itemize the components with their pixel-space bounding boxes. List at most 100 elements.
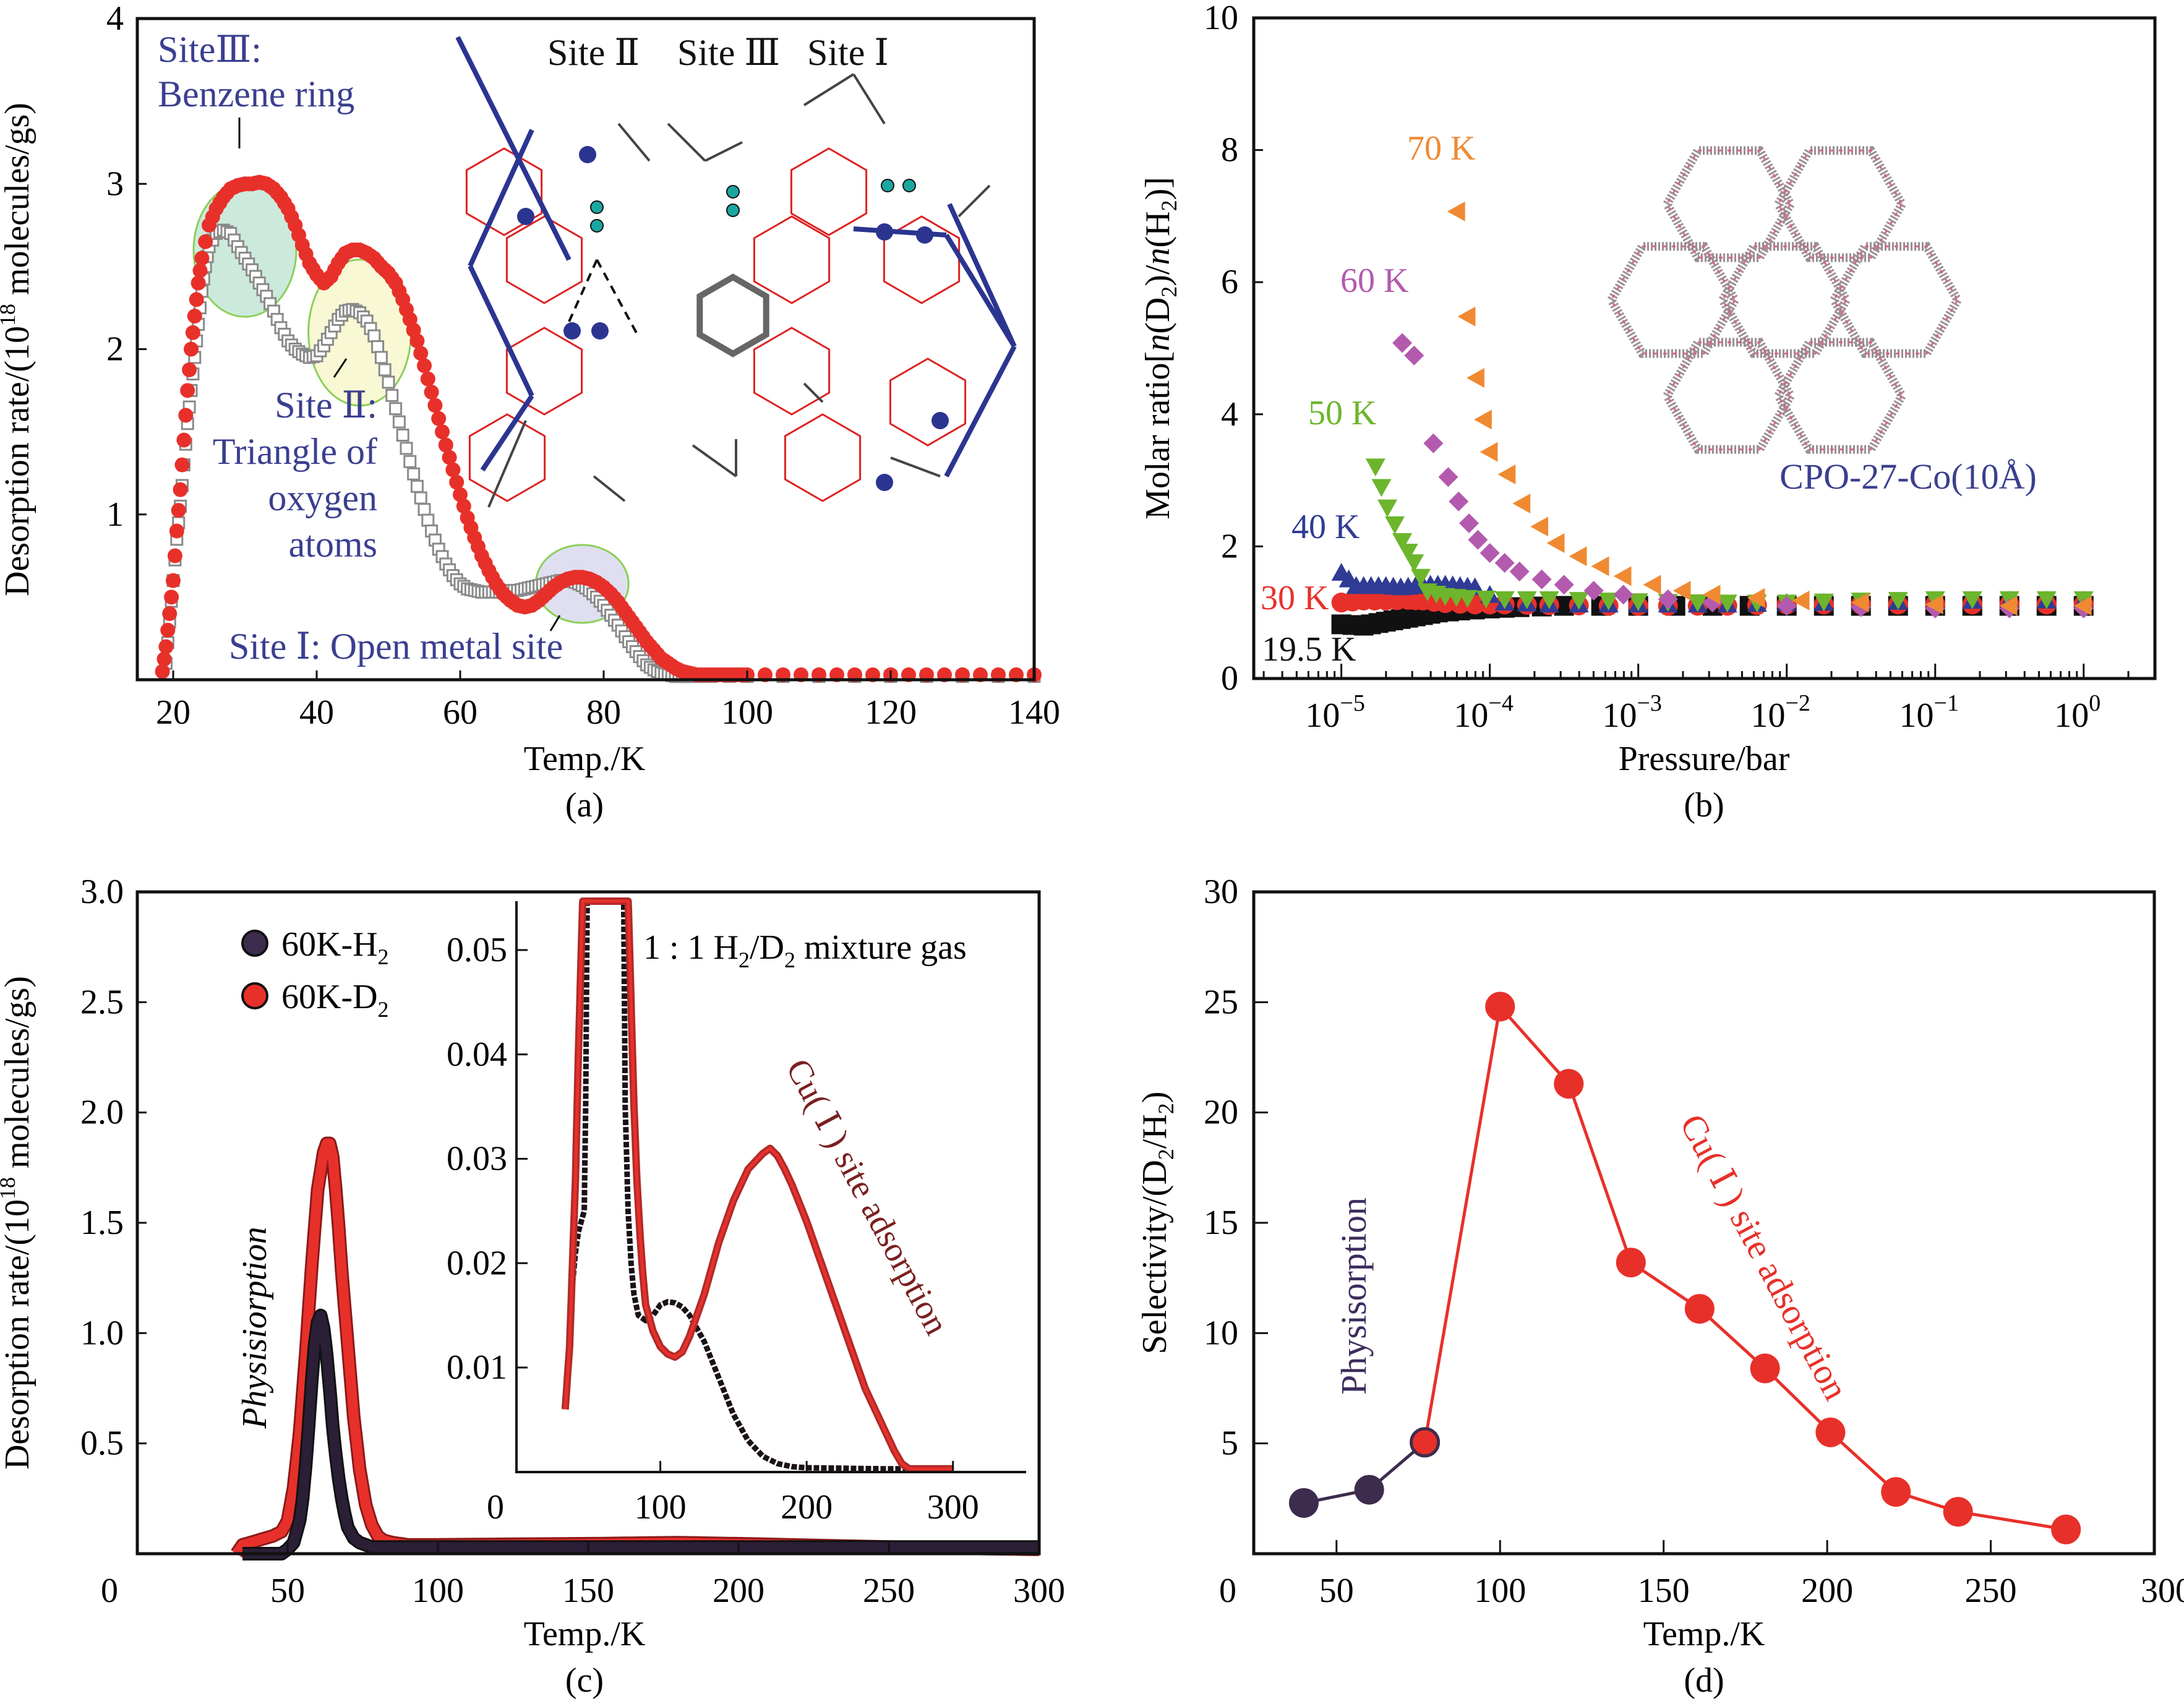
inset-y-tick-label: 0.02 xyxy=(447,1244,507,1282)
d2-data-point xyxy=(180,383,195,398)
y-tick-label: 20 xyxy=(1204,1094,1238,1132)
panel-c-data-marks xyxy=(231,1136,1040,1561)
point-70K xyxy=(1747,588,1765,608)
y-tick-label: 4 xyxy=(106,0,124,38)
legend-label-d2: 60K-D2 xyxy=(281,978,389,1022)
x-tick-label: 150 xyxy=(562,1572,614,1610)
point-70K xyxy=(1591,556,1609,576)
point-50K xyxy=(1628,593,1648,612)
panel-d-label: (d) xyxy=(1684,1661,1724,1700)
panel-c-inset: 0 100 200 300 0.01 0.02 0.03 0.04 0.05 1 : 1 H2/… xyxy=(447,897,1026,1526)
x-tick-label: 300 xyxy=(1013,1572,1065,1610)
red-ring xyxy=(889,357,967,447)
site-ii-desc-2: oxygen xyxy=(268,477,377,518)
label-40k: 40 K xyxy=(1291,508,1360,546)
d2-data-point xyxy=(162,606,178,622)
red-ring xyxy=(505,327,583,416)
data-point-cu-site xyxy=(1750,1353,1780,1384)
physisorption-annotation: Physisiorption xyxy=(236,1227,274,1429)
x-tick-label: 100 xyxy=(412,1572,464,1610)
d2-data-point xyxy=(166,573,181,588)
y-tick-label: 3.0 xyxy=(80,873,124,911)
y-tick-label: 30 xyxy=(1204,873,1238,911)
d2-data-point xyxy=(417,358,432,374)
d2-data-point xyxy=(169,523,184,539)
point-50K xyxy=(1598,593,1619,610)
d2-data-point xyxy=(158,639,174,654)
inset-series-highlight-D2 xyxy=(563,899,953,1471)
panel-c-legend: 60K-H2 60K-D2 xyxy=(241,925,389,1022)
h2-data-point xyxy=(367,329,381,343)
data-point-physisorption xyxy=(1288,1488,1319,1518)
point-50K xyxy=(1385,516,1405,534)
point-50K xyxy=(1377,499,1398,518)
x-tick-label: 50 xyxy=(1319,1572,1354,1610)
point-60K xyxy=(1583,580,1604,601)
red-ring xyxy=(465,147,543,236)
d2-data-point xyxy=(438,437,453,453)
d2-data-point xyxy=(185,325,200,340)
point-70K xyxy=(1546,533,1565,554)
h2-data-point xyxy=(410,479,424,493)
point-60K xyxy=(1423,433,1444,453)
d2-data-point xyxy=(182,362,197,377)
organic-bond xyxy=(852,73,886,125)
physisorption-annotation-d: Physisorption xyxy=(1334,1197,1374,1395)
point-50K xyxy=(1398,544,1418,562)
panel-b: 10−5 10−4 10−3 10−2 10−1 100 0 2 4 6 8 10 Molar rat… xyxy=(1139,0,2157,824)
d2-data-point xyxy=(178,408,194,423)
metal-bond xyxy=(947,203,1017,348)
panel-a-ylabel: Desorption rate/(1018 molecules/gs) xyxy=(0,103,36,596)
panel-b-ylabel: Molar ratio[n(D2)/n(H2)] xyxy=(1139,177,1181,520)
data-point-cu-site xyxy=(2051,1514,2081,1544)
panel-a-xlabel: Temp./K xyxy=(524,740,646,778)
point-70K xyxy=(1672,580,1691,601)
h2-data-point xyxy=(421,513,435,527)
structure-site-labels: Site Ⅱ Site Ⅲ Site Ⅰ xyxy=(547,32,889,73)
d2-data-point xyxy=(156,651,172,667)
site-iii-desc: Benzene ring xyxy=(158,74,354,114)
molecular-structure-inset xyxy=(455,36,1017,508)
framework-pore-overlay xyxy=(1777,341,1903,451)
panel-d-ticks: 0 50 100 150 200 250 300 5 10 15 20 25 30 xyxy=(1204,873,2184,1610)
organic-bond xyxy=(803,73,855,106)
inset-title: 1 : 1 H2/D2 mixture gas xyxy=(643,928,967,972)
h2-data-point xyxy=(374,351,388,364)
y-tick-label: 10 xyxy=(1204,1314,1238,1352)
x-tick-label: 50 xyxy=(270,1572,305,1610)
series-line-cu-site xyxy=(1423,1003,2066,1531)
point-70K xyxy=(1497,464,1516,484)
organic-bond xyxy=(593,475,626,502)
point-70K xyxy=(1613,566,1632,586)
panel-c-ylabel: Desorption rate/(1018 molecules/gs) xyxy=(0,976,36,1470)
inset-y-tick-label: 0.05 xyxy=(447,931,507,969)
point-50K xyxy=(2036,591,2057,609)
metal-atom xyxy=(931,412,949,429)
y-tick-label: 8 xyxy=(1221,131,1238,169)
d2-data-point xyxy=(192,263,208,278)
point-50K xyxy=(1365,458,1385,477)
h2-data-point xyxy=(385,388,399,402)
point-70K xyxy=(1480,442,1498,462)
data-point-cu-site xyxy=(1815,1417,1846,1447)
point-60K xyxy=(1468,529,1488,550)
y-tick-label: 25 xyxy=(1204,983,1238,1021)
x-tick-label: 100 xyxy=(2054,690,2100,735)
point-50K xyxy=(1717,594,1737,613)
panel-b-xlabel: Pressure/bar xyxy=(1619,740,1790,778)
h2-data-point xyxy=(389,402,403,416)
structure-label-cpo27: CPO-27-Co(10Å) xyxy=(1779,456,2037,497)
x-tick-label: 10−2 xyxy=(1750,690,1810,735)
panel-b-data-marks xyxy=(1331,201,2094,636)
d2-data-point xyxy=(189,292,204,307)
d2-data-point xyxy=(173,482,188,497)
x-tick-label: 10−5 xyxy=(1305,690,1364,735)
point-60K xyxy=(1494,553,1515,573)
data-point-cu-site xyxy=(1684,1294,1715,1324)
y-tick-label: 15 xyxy=(1204,1204,1238,1242)
d2-data-point xyxy=(413,346,429,361)
d2-data-point xyxy=(198,234,213,249)
x-tick-label: 120 xyxy=(865,693,917,732)
metal-atom xyxy=(563,322,581,340)
metal-atom xyxy=(579,146,596,163)
